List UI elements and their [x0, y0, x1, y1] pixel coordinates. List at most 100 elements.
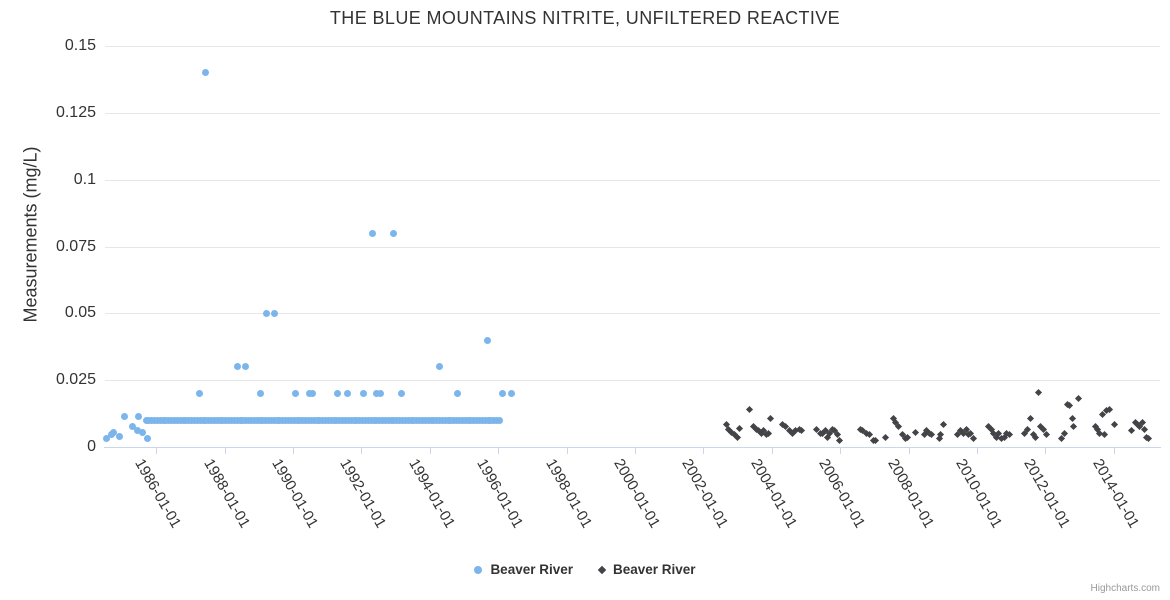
x-axis-tick-label: 2012-01-01	[1020, 456, 1074, 531]
x-axis-tick	[1045, 448, 1046, 454]
legend-item[interactable]: Beaver River	[597, 562, 696, 577]
x-axis-tick	[430, 448, 431, 454]
y-axis-tick-label: 0.15	[64, 37, 96, 54]
x-axis-tick-label: 2004-01-01	[747, 456, 801, 531]
data-point-circle[interactable]	[334, 390, 342, 398]
data-point-circle[interactable]	[360, 390, 368, 398]
data-point-circle[interactable]	[115, 432, 123, 440]
data-point-circle[interactable]	[195, 390, 203, 398]
x-axis-tick-label: 2002-01-01	[678, 456, 732, 531]
x-axis-tick	[1114, 448, 1115, 454]
data-point-diamond[interactable]	[798, 427, 806, 435]
data-point-diamond[interactable]	[1075, 395, 1083, 403]
highcharts-credit[interactable]: Highcharts.com	[1090, 583, 1160, 594]
x-axis-tick-label: 2014-01-01	[1089, 456, 1143, 531]
y-axis-tick-label: 0	[87, 438, 96, 455]
data-point-circle[interactable]	[103, 435, 111, 443]
x-axis-tick-label: 1990-01-01	[268, 456, 322, 531]
data-point-diamond[interactable]	[939, 420, 948, 428]
data-point-circle[interactable]	[110, 428, 118, 436]
data-point-circle[interactable]	[309, 390, 317, 398]
data-point-circle[interactable]	[291, 390, 299, 398]
data-point-diamond[interactable]	[1042, 431, 1050, 439]
legend-label: Beaver River	[613, 562, 696, 577]
data-point-diamond[interactable]	[970, 435, 978, 443]
y-gridline	[105, 46, 1160, 47]
data-point-diamond[interactable]	[912, 428, 920, 436]
legend-item[interactable]: Beaver River	[474, 562, 573, 577]
data-point-diamond[interactable]	[1128, 427, 1136, 435]
data-point-circle[interactable]	[498, 390, 506, 398]
data-point-circle[interactable]	[271, 309, 279, 317]
data-point-circle[interactable]	[263, 309, 271, 317]
data-point-circle[interactable]	[305, 390, 313, 398]
x-axis-tick	[293, 448, 294, 454]
data-point-circle[interactable]	[135, 412, 143, 420]
legend: Beaver River Beaver River	[0, 562, 1170, 577]
data-point-diamond[interactable]	[735, 424, 743, 432]
data-point-diamond[interactable]	[767, 415, 775, 423]
data-point-circle[interactable]	[143, 435, 151, 443]
data-point-diamond[interactable]	[745, 406, 753, 414]
data-point-diamond[interactable]	[733, 434, 741, 442]
x-axis-tick-label: 1996-01-01	[473, 456, 527, 531]
data-point-diamond[interactable]	[1068, 415, 1076, 423]
data-point-circle[interactable]	[134, 427, 142, 435]
data-point-circle[interactable]	[139, 428, 147, 436]
data-point-circle[interactable]	[495, 416, 503, 424]
data-point-diamond[interactable]	[836, 436, 844, 444]
data-point-circle[interactable]	[398, 390, 406, 398]
legend-diamond-icon	[597, 565, 607, 574]
data-point-circle[interactable]	[435, 363, 443, 371]
data-point-diamond[interactable]	[1144, 435, 1152, 443]
x-axis-tick-label: 1992-01-01	[336, 456, 390, 531]
data-point-circle[interactable]	[128, 423, 136, 431]
y-gridline	[105, 113, 1160, 114]
x-axis-tick-label: 2008-01-01	[883, 456, 938, 531]
data-point-diamond[interactable]	[1027, 415, 1035, 423]
x-axis-line	[104, 447, 1161, 448]
data-point-circle[interactable]	[373, 390, 381, 398]
data-point-diamond[interactable]	[1034, 388, 1042, 396]
data-point-diamond[interactable]	[928, 431, 936, 439]
y-gridline	[105, 380, 1160, 381]
x-axis-tick-label: 1988-01-01	[199, 456, 254, 531]
data-point-circle[interactable]	[343, 390, 351, 398]
y-axis-tick-label: 0.05	[64, 304, 96, 322]
data-point-circle[interactable]	[484, 336, 492, 344]
y-axis-tick-label: 0.075	[55, 237, 96, 255]
data-point-diamond[interactable]	[895, 423, 903, 431]
data-point-diamond[interactable]	[1031, 434, 1040, 442]
data-point-circle[interactable]	[377, 390, 385, 398]
y-gridline	[105, 180, 1160, 181]
data-point-diamond[interactable]	[1069, 423, 1078, 431]
x-axis-tick	[909, 448, 910, 454]
x-axis-tick-label: 2006-01-01	[815, 456, 869, 531]
data-point-circle[interactable]	[389, 229, 397, 237]
data-point-circle[interactable]	[454, 390, 462, 398]
data-point-diamond[interactable]	[1141, 426, 1149, 434]
x-axis-tick	[840, 448, 841, 454]
data-point-circle[interactable]	[369, 229, 377, 237]
x-axis-tick-label: 1994-01-01	[405, 456, 459, 531]
data-point-diamond[interactable]	[1111, 420, 1119, 428]
data-point-diamond[interactable]	[881, 434, 889, 442]
data-point-diamond[interactable]	[1101, 431, 1109, 439]
data-point-circle[interactable]	[257, 390, 265, 398]
x-axis-tick	[703, 448, 704, 454]
data-point-circle[interactable]	[121, 412, 129, 420]
data-point-diamond[interactable]	[872, 436, 880, 444]
data-point-circle[interactable]	[242, 363, 250, 371]
y-axis-tick-label: 0.125	[55, 103, 96, 121]
data-point-circle[interactable]	[508, 390, 516, 398]
x-axis-tick	[567, 448, 568, 454]
x-axis-tick-label: 2010-01-01	[952, 456, 1006, 531]
x-axis-tick-label: 2000-01-01	[610, 456, 664, 531]
x-axis-tick-label: 1986-01-01	[131, 456, 185, 531]
data-point-circle[interactable]	[234, 363, 242, 371]
data-point-circle[interactable]	[202, 69, 210, 77]
y-axis-title: Measurements (mg/L)	[20, 146, 41, 323]
legend-circle-icon	[474, 565, 483, 574]
y-axis-tick-label: 0.1	[73, 170, 96, 188]
